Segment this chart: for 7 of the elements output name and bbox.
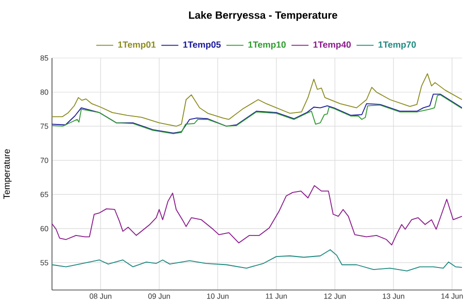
chart-title: Lake Berryessa - Temperature	[189, 11, 338, 21]
legend-label: 1Temp01	[118, 41, 156, 50]
legend-label: 1Temp70	[378, 41, 416, 50]
legend-label: 1Temp05	[183, 41, 221, 50]
legend-label: 1Temp10	[248, 41, 286, 50]
legend-label: 1Temp40	[313, 41, 351, 50]
y-axis-title: Temperature	[4, 149, 12, 199]
